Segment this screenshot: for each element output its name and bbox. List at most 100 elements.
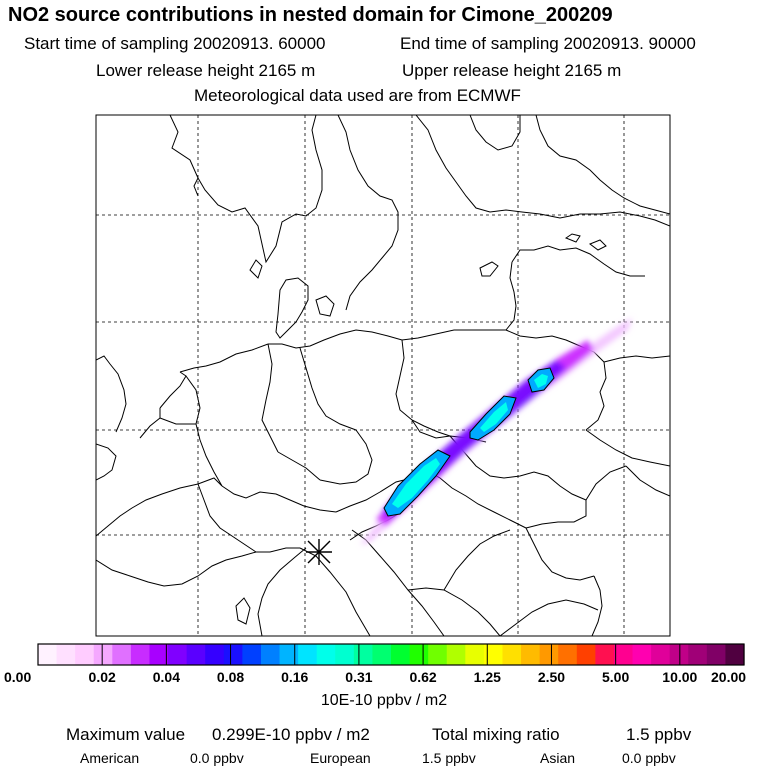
border — [159, 417, 196, 425]
norway-coast — [169, 115, 323, 264]
colorbar-swatch — [706, 644, 727, 665]
north-sea-coast — [179, 343, 269, 373]
end-time-label: End time of sampling 20020913. 90000 — [400, 34, 696, 53]
lower-release-label: Lower release height 2165 m — [96, 61, 316, 80]
colorbar-swatch — [521, 644, 541, 665]
colorbar-tick-label: 0.04 — [152, 669, 180, 685]
european-label: European — [310, 750, 371, 766]
black-sea-coast — [591, 575, 603, 636]
colorbar-swatch — [725, 644, 745, 665]
border — [197, 483, 257, 553]
zealand-island — [315, 295, 335, 317]
colorbar-swatch — [428, 644, 448, 665]
upper-release-label: Upper release height 2165 m — [402, 61, 622, 80]
colorbar-swatch — [391, 644, 411, 665]
map-frame — [95, 114, 671, 637]
page-title: NO2 source contributions in nested domai… — [8, 4, 613, 26]
colorbar-tick-label: 0.31 — [345, 669, 373, 685]
corsica-island — [235, 597, 251, 625]
colorbar-swatch — [75, 644, 95, 665]
plume-core-south — [392, 458, 440, 508]
black-sea-coast — [625, 465, 670, 497]
colorbar-swatch — [483, 644, 504, 665]
baltic-coast — [511, 245, 645, 277]
border — [443, 529, 511, 591]
belgium-coast — [139, 408, 161, 439]
colorbar — [37, 643, 745, 666]
asterisk-icon — [306, 539, 332, 565]
colorbar-swatch — [56, 644, 76, 665]
sweden-coast — [337, 115, 399, 311]
colorbar-tick-label: 0.08 — [216, 669, 245, 685]
colorbar-tick-label: 5.00 — [602, 669, 630, 685]
coast-detail — [193, 177, 199, 197]
colorbar-swatch — [651, 644, 671, 665]
colorbar-swatch — [279, 644, 299, 665]
colorbar-tick-label: 0.02 — [88, 669, 116, 685]
italy-adriatic-coast — [299, 547, 371, 636]
colorbar-swatch — [316, 644, 336, 665]
karelia-border — [535, 115, 670, 215]
gotland-island — [479, 261, 499, 277]
colorbar-tick-label: 10.00 — [662, 669, 698, 685]
france-north-coast — [96, 443, 117, 481]
uk-east-coast — [96, 355, 127, 433]
denmark-jutland — [275, 277, 309, 339]
colorbar-swatch — [409, 644, 429, 665]
border — [585, 465, 627, 501]
italy-west-coast — [257, 547, 307, 636]
american-label: American — [80, 750, 140, 766]
colorbar-swatch — [186, 644, 206, 665]
colorbar-frame — [37, 643, 745, 666]
island — [249, 259, 263, 279]
border — [525, 500, 587, 529]
colorbar-swatch — [372, 644, 392, 665]
border — [499, 599, 599, 636]
colorbar-tick-label: 2.50 — [537, 669, 566, 685]
border — [221, 485, 337, 513]
border — [407, 587, 501, 636]
latvia-coast — [505, 261, 517, 331]
colorbar-swatch — [38, 644, 58, 665]
colorbar-tick-label: 0.00 — [4, 669, 32, 685]
gulf-of-finland-coast — [415, 115, 670, 227]
asian-value: 0.0 ppbv — [622, 750, 676, 766]
colorbar-swatch — [130, 644, 151, 665]
border — [585, 429, 670, 467]
colorbar-swatch — [93, 644, 113, 665]
border — [319, 429, 373, 485]
colorbar-swatch — [613, 644, 634, 665]
colorbar-tick-label: 0.16 — [281, 669, 309, 685]
border — [395, 339, 451, 437]
start-time-label: Start time of sampling 20020913. 60000 — [24, 34, 326, 53]
european-value: 1.5 ppbv — [422, 750, 476, 766]
colorbar-swatch — [669, 644, 689, 665]
total-mixing-label: Total mixing ratio — [432, 725, 560, 744]
colorbar-unit-label: 10E-10 ppbv / m2 — [320, 692, 448, 709]
plume-outer-halo — [360, 318, 632, 545]
border — [603, 355, 670, 363]
island — [564, 233, 581, 243]
asian-label: Asian — [540, 750, 576, 766]
south-baltic-coast — [268, 329, 506, 349]
colorbar-tick-label: 20.00 — [711, 669, 747, 685]
balkan-coast — [351, 529, 445, 636]
colorbar-swatch — [298, 644, 318, 665]
plume-core-north — [534, 374, 548, 388]
map-panel — [95, 114, 671, 637]
colorbar-swatch — [168, 644, 188, 665]
colorbar-tick-label: 0.62 — [409, 669, 437, 685]
colorbar-swatch — [205, 644, 225, 665]
colorbar-swatch — [688, 644, 708, 665]
border — [277, 451, 321, 481]
max-value: 0.299E-10 ppbv / m2 — [212, 725, 370, 744]
island — [588, 239, 607, 251]
colorbar-swatch — [465, 644, 485, 665]
border — [449, 435, 587, 501]
colorbar-tick-label: 1.25 — [473, 669, 501, 685]
max-value-label: Maximum value — [66, 725, 186, 744]
met-data-label: Meteorological data used are from ECMWF — [194, 86, 521, 105]
colorbar-swatch — [353, 644, 374, 665]
colorbar-swatch — [223, 644, 243, 665]
